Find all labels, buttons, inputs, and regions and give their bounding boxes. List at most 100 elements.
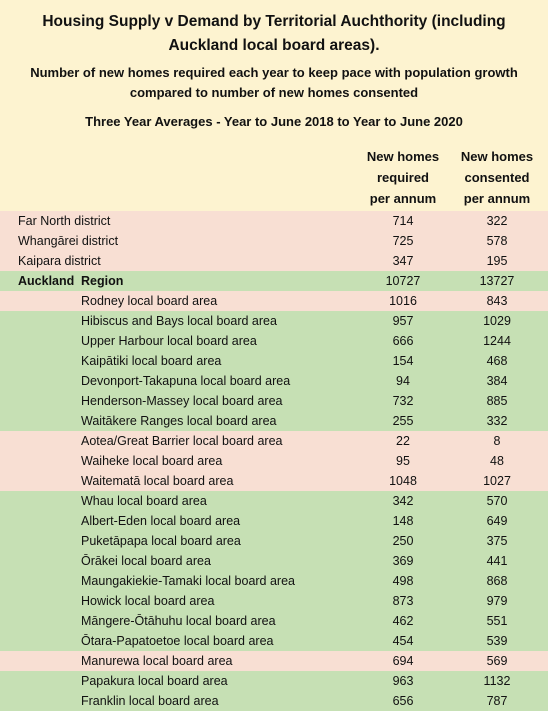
column-header-required-line: required xyxy=(376,170,429,185)
area-name: Henderson-Massey local board area xyxy=(81,394,283,408)
area-name: Puketāpapa local board area xyxy=(81,534,241,548)
consented-value: 868 xyxy=(486,574,508,588)
column-header-consented-line: New homes xyxy=(460,149,534,164)
required-value: 873 xyxy=(392,594,414,608)
area-name: Hibiscus and Bays local board area xyxy=(81,314,277,328)
column-header-consented-line: per annum xyxy=(463,191,531,206)
area-name: Whangārei district xyxy=(18,234,119,248)
consented-value: 649 xyxy=(486,514,508,528)
required-value: 963 xyxy=(392,674,414,688)
table-row: Franklin local board area 656 787 xyxy=(0,691,548,711)
consented-value: 569 xyxy=(486,654,508,668)
region-row: Auckland Region 10727 13727 xyxy=(0,271,548,291)
consented-value: 441 xyxy=(486,554,508,568)
required-value: 694 xyxy=(392,654,414,668)
area-name: Region xyxy=(81,274,124,288)
column-header-consented-line: consented xyxy=(464,170,530,185)
column-header-required-line: New homes xyxy=(366,149,440,164)
area-name: Ōrākei local board area xyxy=(81,554,211,568)
area-name: Papakura local board area xyxy=(81,674,228,688)
table-row: Ōrākei local board area 369 441 xyxy=(0,551,548,571)
consented-value: 843 xyxy=(486,294,508,308)
area-name: Waiheke local board area xyxy=(81,454,223,468)
required-value: 255 xyxy=(392,414,414,428)
area-name: Maungakiekie-Tamaki local board area xyxy=(81,574,296,588)
area-name: Rodney local board area xyxy=(81,294,218,308)
consented-value: 885 xyxy=(486,394,508,408)
period-heading: Three Year Averages - Year to June 2018 … xyxy=(85,114,463,129)
table-row: Whau local board area 342 570 xyxy=(0,491,548,511)
area-name: Howick local board area xyxy=(81,594,215,608)
area-name: Devonport-Takapuna local board area xyxy=(81,374,291,388)
consented-value: 384 xyxy=(486,374,508,388)
area-name: Kaipara district xyxy=(18,254,101,268)
consented-value: 1132 xyxy=(483,674,511,688)
required-value: 725 xyxy=(392,234,414,248)
area-name: Whau local board area xyxy=(81,494,207,508)
area-name: Franklin local board area xyxy=(81,694,219,708)
required-value: 342 xyxy=(392,494,414,508)
consented-value: 48 xyxy=(490,454,504,468)
table-row: Whangārei district 725 578 xyxy=(0,231,548,251)
area-name: Kaipātiki local board area xyxy=(81,354,222,368)
area-name: Aotea/Great Barrier local board area xyxy=(81,434,283,448)
area-name: Ōtara-Papatoetoe local board area xyxy=(81,634,274,648)
page-title: Housing Supply v Demand by Territorial A… xyxy=(42,13,506,54)
consented-value: 332 xyxy=(486,414,508,428)
table-row: Kaipara district 347 195 xyxy=(0,251,548,271)
consented-value: 787 xyxy=(486,694,508,708)
consented-value: 551 xyxy=(486,614,508,628)
required-value: 347 xyxy=(392,254,414,268)
area-name: Waitākere Ranges local board area xyxy=(81,414,277,428)
consented-value: 570 xyxy=(486,494,508,508)
table-row: Devonport-Takapuna local board area 94 384 xyxy=(0,371,548,391)
table-row: Manurewa local board area 694 569 xyxy=(0,651,548,671)
required-value: 732 xyxy=(392,394,414,408)
area-name: Manurewa local board area xyxy=(81,654,233,668)
table-row: Puketāpapa local board area 250 375 xyxy=(0,531,548,551)
required-value: 1048 xyxy=(389,474,417,488)
page-subtitle: Number of new homes required each year t… xyxy=(30,65,518,100)
table-row: Waitākere Ranges local board area 255 332 xyxy=(0,411,548,431)
data-table: Far North district 714 322 Whangārei distri… xyxy=(0,211,548,711)
required-value: 454 xyxy=(392,634,414,648)
consented-value: 1029 xyxy=(483,314,511,328)
consented-value: 8 xyxy=(493,434,501,448)
required-value: 957 xyxy=(392,314,414,328)
consented-value: 1244 xyxy=(483,334,511,348)
consented-value: 322 xyxy=(486,214,508,228)
area-name: Upper Harbour local board area xyxy=(81,334,257,348)
table-row: Howick local board area 873 979 xyxy=(0,591,548,611)
area-name: Far North district xyxy=(18,214,111,228)
consented-value: 979 xyxy=(486,594,508,608)
consented-value: 539 xyxy=(486,634,508,648)
table-row: Upper Harbour local board area 666 1244 xyxy=(0,331,548,351)
consented-value: 375 xyxy=(486,534,508,548)
table-row: Henderson-Massey local board area 732 885 xyxy=(0,391,548,411)
required-value: 94 xyxy=(396,374,410,388)
consented-value: 13727 xyxy=(479,274,515,288)
area-name: Māngere-Ōtāhuhu local board area xyxy=(81,614,276,628)
table-row: Waiheke local board area 95 48 xyxy=(0,451,548,471)
required-value: 148 xyxy=(392,514,414,528)
required-value: 498 xyxy=(392,574,414,588)
table-row: Māngere-Ōtāhuhu local board area 462 551 xyxy=(0,611,548,631)
required-value: 22 xyxy=(396,434,410,448)
consented-value: 468 xyxy=(486,354,508,368)
consented-value: 578 xyxy=(486,234,508,248)
required-value: 10727 xyxy=(385,274,421,288)
consented-value: 1027 xyxy=(483,474,511,488)
table-row: Maungakiekie-Tamaki local board area 498 8… xyxy=(0,571,548,591)
required-value: 462 xyxy=(392,614,414,628)
region-label: Auckland xyxy=(18,274,75,288)
table-row: Papakura local board area 963 1132 xyxy=(0,671,548,691)
area-name: Waitematā local board area xyxy=(81,474,234,488)
column-header-required-line: per annum xyxy=(369,191,437,206)
table-row: Hibiscus and Bays local board area 957 102… xyxy=(0,311,548,331)
consented-value: 195 xyxy=(486,254,508,268)
table-row: Waitematā local board area 1048 1027 xyxy=(0,471,548,491)
table-row: Kaipātiki local board area 154 468 xyxy=(0,351,548,371)
required-value: 666 xyxy=(392,334,414,348)
required-value: 1016 xyxy=(389,294,417,308)
